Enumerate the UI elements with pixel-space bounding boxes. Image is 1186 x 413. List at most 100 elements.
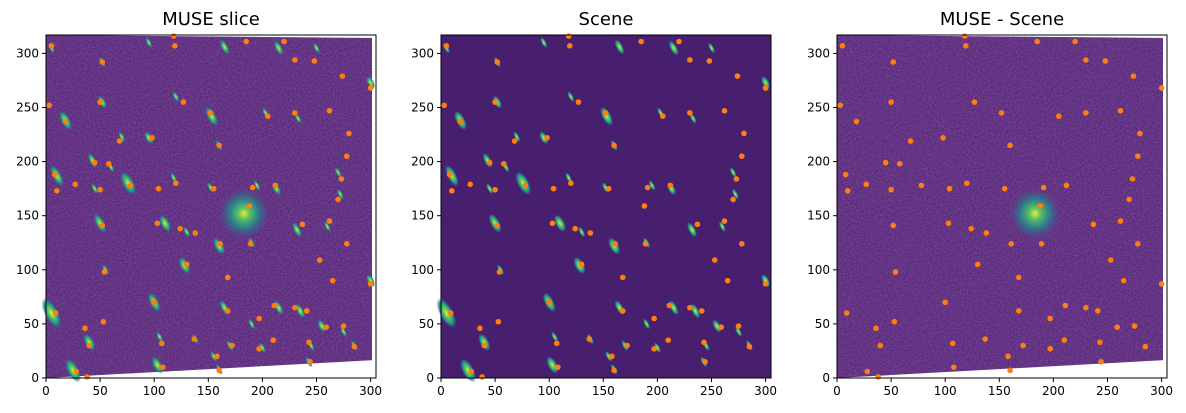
source-marker [971,99,978,105]
galaxy-object [553,214,567,233]
source-marker [256,345,262,352]
source-marker [326,218,333,224]
galaxy-object [248,318,256,330]
source-marker [1094,308,1101,314]
source-marker [842,171,849,178]
source-marker [151,299,157,306]
galaxy-object [729,167,737,178]
source-marker [158,340,165,347]
x-tick-label: 0 [833,384,841,398]
source-marker [183,261,190,268]
panel-title-muse-slice: MUSE slice [162,9,260,30]
source-marker [1037,203,1044,209]
galaxy-object [648,179,656,191]
source-marker [210,185,217,192]
axes-frame [45,34,377,379]
field-edge-right [372,35,376,378]
source-marker [1056,113,1062,119]
source-marker [127,182,134,189]
source-marker [962,43,969,49]
panel-muse-minus-scene: 0 50 100 150 200 250 300 0 50 100 150 200 250 300 [807,33,1173,398]
source-marker [86,342,93,349]
source-marker [587,230,594,236]
axes-frame [836,34,1168,379]
source-marker [62,118,69,125]
source-marker [51,171,58,178]
source-marker [496,269,503,275]
source-marker [303,308,310,314]
galaxy-object [460,358,477,383]
field-edge-top [837,35,1167,38]
source-marker [105,160,112,167]
source-marker [351,343,358,350]
source-marker [837,102,844,109]
source-marker [72,181,79,188]
source-marker [1117,107,1124,114]
source-marker [706,58,713,64]
source-marker [863,181,870,188]
source-marker [1129,176,1136,182]
x-tick-label: 200 [251,384,274,398]
source-marker [335,196,341,203]
source-marker [91,159,98,166]
source-marker [495,318,502,325]
source-marker [479,374,485,380]
source-marker [738,241,745,247]
image-area [436,35,771,383]
x-tick-label: 50 [487,384,502,398]
y-tick-label: 250 [16,100,39,114]
source-marker [1015,308,1022,314]
source-marker [619,274,626,281]
galaxy-object [294,112,302,124]
y-tick-label: 200 [16,155,39,169]
source-marker [1098,358,1104,365]
source-marker [741,130,747,137]
source-marker [951,364,957,370]
source-marker [216,142,222,149]
galaxy-object [540,37,548,48]
panel-title-muse-minus-scene: MUSE - Scene [940,9,1064,30]
source-marker [896,160,903,167]
source-marker [154,220,161,227]
galaxy-object [567,91,575,103]
source-marker [492,99,498,105]
galaxy-object [515,171,532,196]
source-marker [1038,241,1045,247]
source-marker [734,73,741,79]
source-marker [367,281,374,287]
source-marker [665,337,672,343]
source-marker [216,367,222,374]
galaxy-object [605,350,613,362]
source-marker [249,184,256,191]
y-tick-label: 200 [411,155,434,169]
x-tick-label: 150 [197,384,220,398]
source-marker [477,325,483,332]
source-marker [660,113,666,119]
source-marker [155,185,162,192]
source-marker [718,324,725,330]
source-marker [566,43,573,49]
source-marker [299,221,306,228]
source-marker [882,159,889,166]
axes-frame [440,34,772,379]
source-marker [82,325,88,332]
source-marker [1107,257,1114,263]
source-marker [481,342,488,349]
y-tick-label: 100 [16,263,39,277]
source-marker [192,230,199,236]
source-marker [918,182,925,189]
source-marker [946,185,953,192]
galaxy-object [668,40,679,56]
source-marker [549,220,556,227]
x-tick-label: 100 [538,384,561,398]
panel-scene: 0 50 100 150 200 250 300 0 50 100 150 200 250 300 [411,33,777,398]
source-marker [1061,337,1068,343]
galaxy-object [546,356,559,374]
source-marker [48,43,55,49]
source-marker [1083,110,1089,116]
source-marker [84,374,90,380]
galaxy-object [258,342,266,354]
source-marker [346,130,352,137]
source-marker [246,203,253,209]
source-marker [611,367,617,374]
